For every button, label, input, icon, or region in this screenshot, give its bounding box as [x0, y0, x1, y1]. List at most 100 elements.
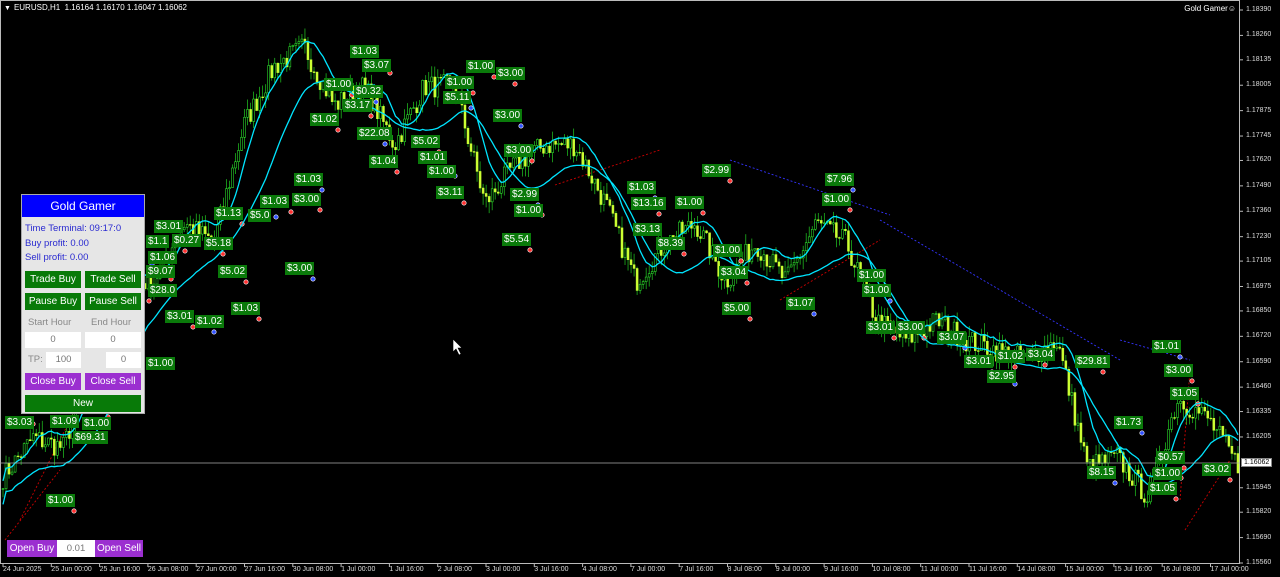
candle-body: [542, 148, 545, 154]
price-tick-label: 1.16720: [1246, 332, 1272, 340]
profit-label: $1.13: [214, 207, 244, 220]
time-tick-label: 8 Jul 08:00: [727, 566, 762, 573]
profit-label: $3.00: [1164, 364, 1194, 377]
candle-body: [1200, 406, 1203, 414]
mouse-cursor-icon: [452, 338, 463, 356]
candle-body: [708, 232, 711, 259]
candle-body: [696, 225, 699, 237]
candle-body: [687, 221, 690, 226]
trade-sell-button[interactable]: Trade Sell: [85, 271, 141, 288]
candle-body: [397, 135, 400, 151]
candle-body: [1079, 422, 1083, 443]
candle-body: [1227, 435, 1231, 447]
sl-input[interactable]: 0: [106, 352, 141, 368]
profit-label: $5.11: [443, 91, 472, 104]
time-tick-label: 9 Jul 16:00: [824, 566, 859, 573]
profit-label: $1.00: [857, 269, 887, 282]
trade-marker: [1227, 477, 1233, 483]
candle-body: [306, 42, 310, 60]
pause-sell-button[interactable]: Pause Sell: [85, 293, 141, 310]
candle-body: [279, 63, 283, 73]
price-tick-label: 1.16590: [1246, 357, 1272, 365]
candle-body: [886, 316, 889, 322]
candle-body: [605, 193, 609, 200]
candle-body: [439, 76, 443, 79]
candle-body: [801, 250, 805, 259]
time-tick-label: 7 Jul 00:00: [630, 566, 666, 573]
candle-body: [1, 488, 5, 490]
candle-body: [974, 332, 977, 351]
candle-body: [789, 264, 793, 268]
profit-label: $1.00: [713, 244, 743, 257]
time-tick-label: 11 Jul 00:00: [920, 566, 959, 573]
profit-label: $9.07: [146, 265, 176, 278]
start-hour-label: Start Hour: [28, 317, 72, 328]
candle-body: [551, 140, 554, 153]
candle-body: [56, 441, 59, 456]
open-buy-button[interactable]: Open Buy: [7, 540, 57, 557]
candle-body: [1137, 469, 1140, 475]
trade-marker: [1112, 480, 1118, 486]
moving-average-line: [2, 80, 1239, 505]
candle-body: [59, 441, 62, 448]
candle-body: [753, 248, 757, 251]
candle-body: [768, 266, 772, 268]
end-hour-input[interactable]: 0: [85, 332, 141, 348]
candle-body: [252, 98, 255, 122]
profit-label: $1.03: [350, 45, 380, 58]
candle-body: [62, 437, 65, 448]
candle-body: [823, 222, 826, 224]
candle-body: [376, 95, 379, 119]
candle-body: [850, 250, 853, 266]
candle-body: [406, 114, 409, 120]
candle-body: [527, 155, 530, 167]
trade-marker: [1100, 369, 1106, 375]
start-hour-input[interactable]: 0: [25, 332, 81, 348]
candle-body: [536, 139, 539, 146]
trade-marker: [850, 187, 856, 193]
candle-body: [400, 135, 403, 142]
price-tick-label: 1.15945: [1246, 483, 1272, 491]
collapse-triangle-icon[interactable]: ▼: [4, 5, 11, 12]
profit-label: $3.00: [292, 193, 322, 206]
price-tick-label: 1.17875: [1246, 106, 1272, 114]
candle-body: [201, 226, 204, 235]
candle-body: [702, 230, 705, 239]
candle-body: [943, 316, 947, 321]
candle-body: [832, 222, 835, 225]
profit-label: $5.00: [722, 302, 752, 315]
candle-body: [792, 262, 796, 266]
candle-body: [204, 226, 207, 235]
candle-body: [581, 152, 584, 167]
candle-body: [1215, 429, 1219, 431]
close-sell-button[interactable]: Close Sell: [85, 373, 141, 390]
candle-body: [1191, 417, 1194, 419]
tp-label: TP:: [28, 354, 43, 365]
profit-label: $1.00: [427, 165, 457, 178]
candle-body: [1230, 445, 1234, 454]
pause-buy-button[interactable]: Pause Buy: [25, 293, 81, 310]
candle-body: [264, 92, 267, 98]
candle-body: [47, 437, 50, 446]
candle-body: [282, 57, 286, 64]
candle-body: [1064, 360, 1068, 370]
candle-body: [548, 145, 551, 153]
profit-label: $13.16: [631, 197, 666, 210]
open-sell-button[interactable]: Open Sell: [95, 540, 143, 557]
candle-body: [333, 100, 337, 102]
profit-label: $8.39: [656, 237, 686, 250]
candle-body: [509, 162, 512, 168]
profit-label: $1.07: [786, 297, 816, 310]
candle-body: [502, 166, 506, 188]
profit-label: $1.1: [146, 235, 170, 248]
profit-label: $1.05: [1170, 387, 1200, 400]
close-buy-button[interactable]: Close Buy: [25, 373, 81, 390]
new-button[interactable]: New: [25, 395, 141, 412]
tp-input[interactable]: 100: [46, 352, 81, 368]
gold-gamer-panel: Gold Gamer Time Terminal: 09:17:0 Buy pr…: [21, 194, 145, 414]
trade-buy-button[interactable]: Trade Buy: [25, 271, 81, 288]
candle-body: [608, 199, 612, 206]
lot-size-input[interactable]: 0.01: [57, 540, 95, 557]
candle-body: [231, 167, 234, 188]
